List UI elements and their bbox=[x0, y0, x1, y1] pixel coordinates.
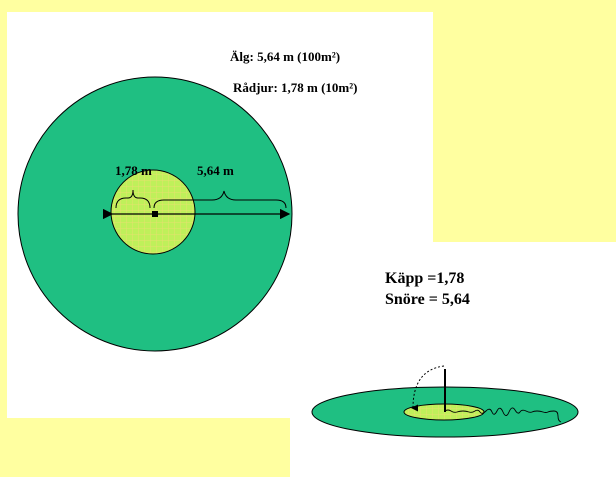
center-marker bbox=[152, 211, 158, 217]
stick-length-label: Käpp =1,78 bbox=[385, 270, 465, 287]
large-radius-label: 5,64 m bbox=[197, 163, 234, 178]
legend-roe-deer: Rådjur: 1,78 m (10m²) bbox=[233, 80, 358, 95]
small-radius-label: 1,78 m bbox=[115, 163, 152, 178]
string-icon bbox=[444, 407, 562, 423]
legend-moose: Älg: 5,64 m (100m²) bbox=[230, 49, 341, 64]
white-panel-lower bbox=[290, 242, 616, 477]
string-length-label: Snöre = 5,64 bbox=[385, 291, 470, 308]
stick-swing-arrow bbox=[411, 365, 445, 412]
large-radius-brace bbox=[153, 190, 287, 209]
small-radius-brace bbox=[115, 189, 151, 209]
